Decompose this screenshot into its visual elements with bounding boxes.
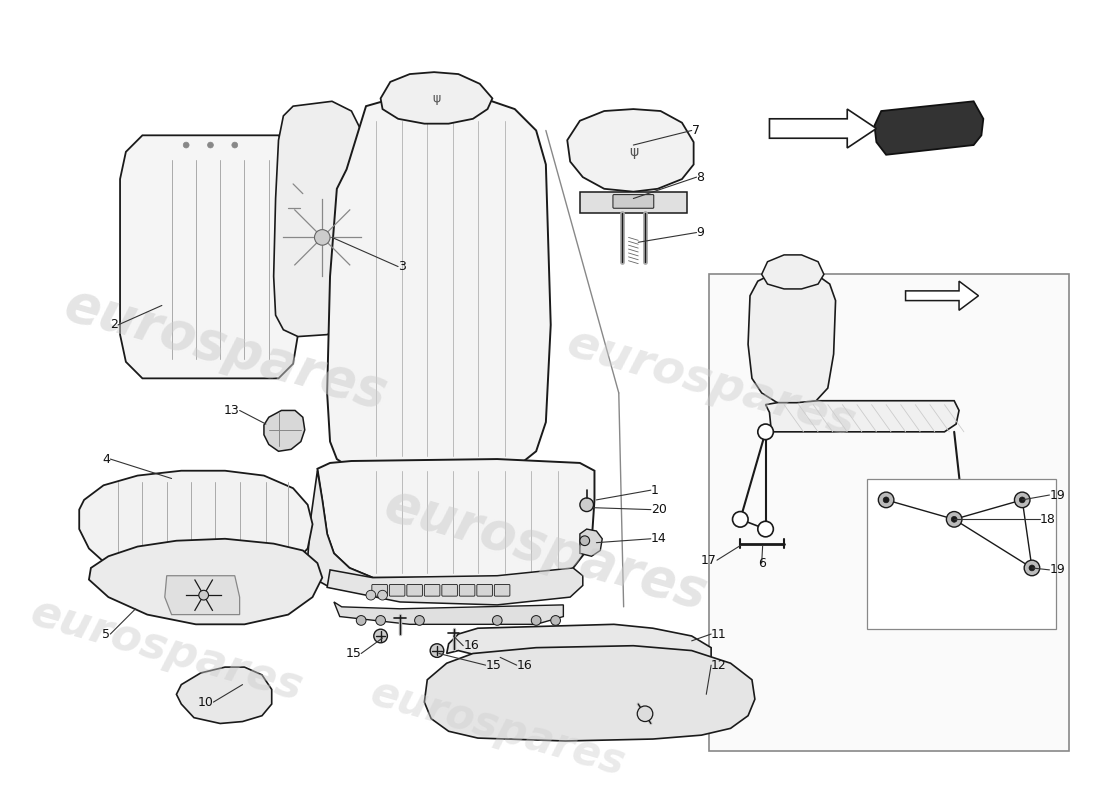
Polygon shape bbox=[748, 271, 836, 405]
Text: eurospares: eurospares bbox=[378, 478, 713, 619]
Circle shape bbox=[551, 615, 560, 626]
Text: 18: 18 bbox=[1040, 513, 1056, 526]
Text: 12: 12 bbox=[711, 658, 727, 672]
Circle shape bbox=[878, 492, 894, 508]
Circle shape bbox=[952, 517, 957, 522]
Circle shape bbox=[315, 230, 330, 245]
Circle shape bbox=[493, 615, 502, 626]
Text: eurospares: eurospares bbox=[561, 321, 861, 446]
FancyBboxPatch shape bbox=[460, 585, 475, 596]
Text: 15: 15 bbox=[485, 658, 502, 672]
FancyBboxPatch shape bbox=[710, 274, 1069, 750]
Polygon shape bbox=[334, 602, 563, 624]
Circle shape bbox=[184, 142, 189, 148]
Text: 19: 19 bbox=[1049, 489, 1065, 502]
Circle shape bbox=[758, 424, 773, 440]
Circle shape bbox=[208, 142, 213, 148]
Polygon shape bbox=[874, 102, 983, 154]
Polygon shape bbox=[580, 529, 602, 556]
Polygon shape bbox=[327, 568, 583, 605]
Polygon shape bbox=[274, 102, 363, 337]
Text: 6: 6 bbox=[758, 557, 766, 570]
Polygon shape bbox=[761, 255, 824, 289]
Circle shape bbox=[232, 142, 238, 148]
Text: ψ: ψ bbox=[433, 92, 441, 105]
Text: 16: 16 bbox=[463, 639, 478, 652]
Polygon shape bbox=[580, 192, 686, 213]
Circle shape bbox=[366, 590, 376, 600]
FancyBboxPatch shape bbox=[867, 478, 1056, 629]
Circle shape bbox=[1024, 560, 1040, 576]
Text: 10: 10 bbox=[198, 695, 213, 709]
Circle shape bbox=[374, 629, 387, 642]
Circle shape bbox=[580, 498, 594, 511]
Text: 7: 7 bbox=[692, 124, 700, 137]
Polygon shape bbox=[770, 109, 877, 148]
Text: ψ: ψ bbox=[629, 145, 638, 159]
Polygon shape bbox=[264, 410, 305, 451]
Circle shape bbox=[531, 615, 541, 626]
Text: eurospares: eurospares bbox=[25, 591, 308, 710]
Circle shape bbox=[1014, 492, 1030, 508]
Text: eurospares: eurospares bbox=[365, 672, 629, 785]
Text: eurospares: eurospares bbox=[57, 278, 393, 420]
Text: 20: 20 bbox=[651, 503, 667, 516]
Circle shape bbox=[883, 497, 889, 503]
Polygon shape bbox=[318, 459, 594, 578]
FancyBboxPatch shape bbox=[389, 585, 405, 596]
Text: 5: 5 bbox=[102, 627, 110, 641]
Text: 15: 15 bbox=[345, 647, 361, 660]
FancyBboxPatch shape bbox=[613, 194, 653, 208]
Text: 2: 2 bbox=[110, 318, 118, 331]
Circle shape bbox=[356, 615, 366, 626]
Polygon shape bbox=[327, 94, 551, 469]
Circle shape bbox=[415, 615, 425, 626]
Text: 11: 11 bbox=[711, 627, 727, 641]
FancyBboxPatch shape bbox=[372, 585, 387, 596]
Circle shape bbox=[199, 590, 209, 600]
Circle shape bbox=[637, 706, 652, 722]
Circle shape bbox=[946, 511, 962, 527]
Text: 16: 16 bbox=[517, 658, 532, 672]
Text: 19: 19 bbox=[1049, 563, 1065, 576]
Circle shape bbox=[430, 644, 443, 658]
Polygon shape bbox=[381, 72, 493, 124]
Circle shape bbox=[758, 522, 773, 537]
Text: 9: 9 bbox=[696, 226, 704, 239]
FancyBboxPatch shape bbox=[494, 585, 510, 596]
Text: 1: 1 bbox=[651, 484, 659, 497]
Text: 8: 8 bbox=[696, 170, 704, 184]
Text: 3: 3 bbox=[398, 260, 406, 273]
Circle shape bbox=[1028, 565, 1035, 571]
Polygon shape bbox=[425, 646, 755, 741]
Polygon shape bbox=[905, 281, 979, 310]
Text: 14: 14 bbox=[651, 532, 667, 546]
Circle shape bbox=[733, 511, 748, 527]
Polygon shape bbox=[308, 470, 373, 595]
Polygon shape bbox=[79, 470, 312, 582]
Polygon shape bbox=[568, 109, 694, 192]
Circle shape bbox=[1020, 497, 1025, 503]
Circle shape bbox=[376, 615, 385, 626]
Text: 17: 17 bbox=[701, 554, 717, 566]
Polygon shape bbox=[120, 135, 298, 378]
FancyBboxPatch shape bbox=[407, 585, 422, 596]
Polygon shape bbox=[766, 401, 959, 432]
Polygon shape bbox=[89, 538, 322, 624]
Text: 13: 13 bbox=[224, 404, 240, 417]
Polygon shape bbox=[176, 667, 272, 723]
Circle shape bbox=[580, 536, 590, 546]
FancyBboxPatch shape bbox=[442, 585, 458, 596]
FancyBboxPatch shape bbox=[425, 585, 440, 596]
FancyBboxPatch shape bbox=[476, 585, 493, 596]
Polygon shape bbox=[447, 624, 711, 663]
Text: 4: 4 bbox=[102, 453, 110, 466]
Polygon shape bbox=[165, 576, 240, 614]
Circle shape bbox=[377, 590, 387, 600]
